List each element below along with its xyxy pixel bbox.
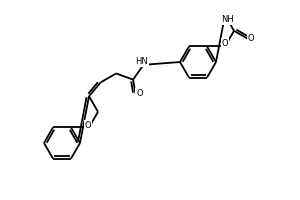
Text: O: O — [222, 39, 228, 48]
Text: O: O — [136, 89, 143, 98]
Text: O: O — [85, 121, 91, 130]
Text: HN: HN — [135, 57, 148, 66]
Text: NH: NH — [220, 15, 233, 24]
Text: O: O — [248, 34, 255, 43]
